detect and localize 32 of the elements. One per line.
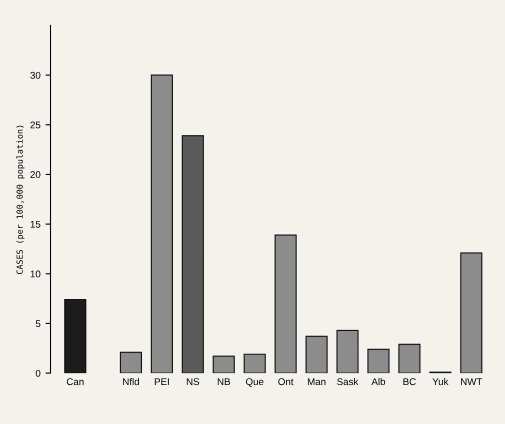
x-tick-label: Man [308,378,326,386]
x-tick-label: Ont [278,378,294,386]
x-tick-label: Que [246,378,264,387]
x-tick-label: Sask [337,378,358,386]
x-tick-label: Nfld [123,378,139,386]
x-tick-label: NB [218,378,230,386]
bar [398,344,420,374]
y-tick-label: 25 [30,122,40,128]
bar [274,234,297,374]
y-tick-label: 15 [30,220,40,228]
bar [460,252,482,374]
x-tick-label: Can [66,378,84,386]
bar [306,336,328,374]
x-tick-label: BC [403,378,416,386]
y-tick-label: 30 [30,72,40,79]
x-tick-label: NWT [461,378,482,386]
x-tick-label: Yuk [432,378,448,386]
y-tick-label: 20 [30,171,40,178]
bar [367,348,390,374]
bar [150,74,173,374]
y-tick-label: 10 [30,270,40,278]
x-tick-label: PEI [154,378,169,386]
y-tick-label: 0 [36,370,40,377]
x-tick-label: NS [186,378,200,386]
y-tick-label: 5 [36,320,40,328]
bar [336,330,359,374]
bar [244,354,266,374]
x-tick-label: Alb [371,378,386,386]
bar [120,352,142,374]
bar [212,356,235,374]
bar [182,135,204,374]
y-axis-title: CASES (per 100,000 population) [16,126,24,274]
